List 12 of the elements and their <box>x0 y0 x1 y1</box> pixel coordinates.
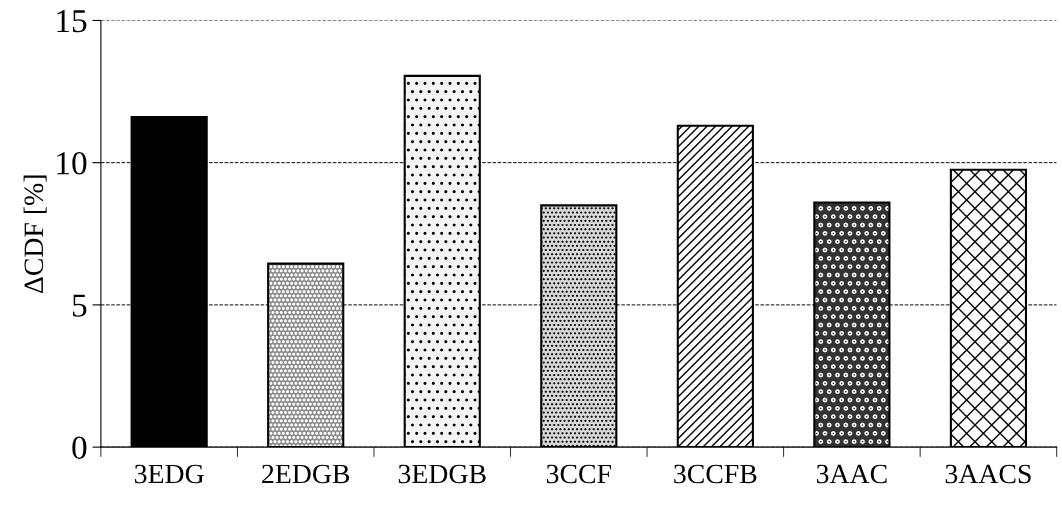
y-axis-title: ΔCDF [%] <box>23 175 47 293</box>
x-tick-label: 3EDG <box>135 464 204 484</box>
x-tick-label: 3CCFB <box>674 464 757 484</box>
y-tick-label: 15 <box>57 10 87 33</box>
y-tick-label: 10 <box>57 152 87 175</box>
x-tick-label: 3EDGB <box>398 464 486 484</box>
x-tick-label: 3AAC <box>816 464 887 484</box>
y-tick-label: 0 <box>72 436 87 460</box>
x-tick-label: 3AACS <box>945 464 1031 484</box>
x-tick-label: 2EDGB <box>262 464 350 484</box>
x-tick-label: 3CCF <box>546 464 611 484</box>
y-tick-label: 5 <box>72 294 87 317</box>
